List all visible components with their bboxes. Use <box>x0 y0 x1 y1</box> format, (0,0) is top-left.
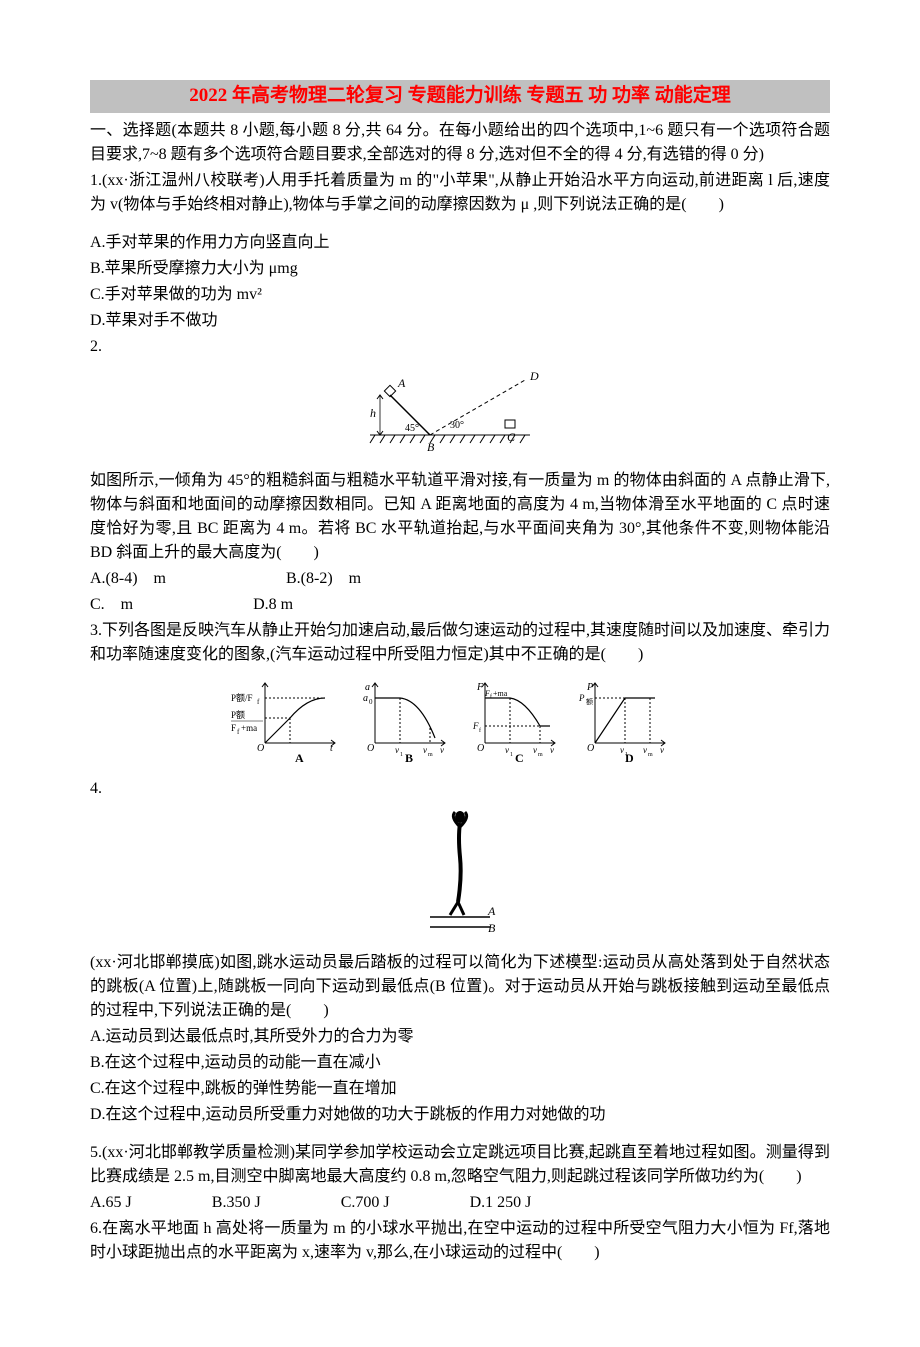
q4-stem: (xx·河北邯郸摸底)如图,跳水运动员最后踏板的过程可以简化为下述模型:运动员从… <box>90 951 830 1023</box>
q4-opt-b: B.在这个过程中,运动员的动能一直在减小 <box>90 1051 830 1075</box>
svg-text:m: m <box>648 752 653 758</box>
svg-text:P额/F: P额/F <box>231 692 253 703</box>
svg-text:P: P <box>586 682 593 693</box>
lbl-C: C <box>507 430 516 444</box>
svg-text:0: 0 <box>369 698 373 706</box>
svg-text:m: m <box>538 752 543 758</box>
svg-text:v: v <box>505 745 509 755</box>
svg-text:m: m <box>428 752 433 758</box>
svg-text:v: v <box>423 745 427 755</box>
svg-text:P额: P额 <box>231 709 245 720</box>
svg-text:F: F <box>231 723 236 733</box>
q3-figure: P额/Ff P额 Ff+ma O t A a a0 O v1 vm v B F … <box>90 673 830 771</box>
q1-opt-b: B.苹果所受摩擦力大小为 μmg <box>90 257 830 281</box>
q1-stem: 1.(xx·浙江温州八校联考)人用手托着质量为 m 的"小苹果",从静止开始沿水… <box>90 169 830 217</box>
svg-text:v: v <box>440 745 444 755</box>
svg-text:f: f <box>237 728 240 736</box>
q4-opt-a: A.运动员到达最低点时,其所受外力的合力为零 <box>90 1025 830 1049</box>
q5-opt-c: C.700 J <box>341 1191 390 1215</box>
lbl-30: 30° <box>450 420 464 431</box>
svg-text:F: F <box>476 682 484 693</box>
svg-text:v: v <box>395 745 399 755</box>
svg-text:f: f <box>257 698 260 706</box>
svg-text:a: a <box>365 682 370 693</box>
page-title: 2022 年高考物理二轮复习 专题能力训练 专题五 功 功率 动能定理 <box>90 80 830 113</box>
svg-text:v: v <box>660 745 664 755</box>
svg-text:t: t <box>330 743 333 754</box>
svg-text:v: v <box>620 745 624 755</box>
q3-stem: 3.下列各图是反映汽车从静止开始匀加速启动,最后做匀速运动的过程中,其速度随时间… <box>90 619 830 667</box>
q2-opt-a: A.(8-4) m <box>90 567 166 591</box>
svg-text:O: O <box>257 743 264 754</box>
svg-text:B: B <box>405 751 413 763</box>
q1-opt-c: C.手对苹果做的功为 mv² <box>90 283 830 307</box>
q2-opt-c: C. m <box>90 593 133 617</box>
q5-opt-b: B.350 J <box>212 1191 261 1215</box>
q4-opt-c: C.在这个过程中,跳板的弹性势能一直在增加 <box>90 1077 830 1101</box>
q2-opts-row1: A.(8-4) m B.(8-2) m <box>90 567 830 591</box>
q2-opt-d: D.8 m <box>253 593 293 617</box>
svg-text:O: O <box>477 743 484 754</box>
svg-text:1: 1 <box>400 752 403 758</box>
svg-text:O: O <box>587 743 594 754</box>
svg-text:P: P <box>578 693 585 703</box>
lbl-B: B <box>427 440 435 454</box>
q2-opt-b: B.(8-2) m <box>286 567 361 591</box>
lbl-A: A <box>397 376 406 390</box>
q2-opts-row2: C. m D.8 m <box>90 593 830 617</box>
svg-text:+ma: +ma <box>241 723 257 733</box>
svg-text:1: 1 <box>510 752 513 758</box>
svg-text:+ma: +ma <box>493 689 508 698</box>
q1-opt-d: D.苹果对手不做功 <box>90 309 830 333</box>
lbl-45: 45° <box>405 423 419 434</box>
svg-text:F: F <box>472 721 479 731</box>
q2-figure: A h 45° 30° B C D <box>90 365 830 463</box>
q5-opts: A.65 J B.350 J C.700 J D.1 250 J <box>90 1191 830 1215</box>
svg-text:v: v <box>643 745 647 755</box>
q6-stem: 6.在离水平地面 h 高处将一质量为 m 的小球水平抛出,在空中运动的过程中所受… <box>90 1217 830 1265</box>
svg-text:C: C <box>515 751 524 763</box>
q5-opt-d: D.1 250 J <box>470 1191 532 1215</box>
svg-text:D: D <box>625 751 634 763</box>
q4-opt-d: D.在这个过程中,运动员所受重力对她做的功大于跳板的作用力对她做的功 <box>90 1103 830 1127</box>
svg-text:额: 额 <box>586 697 593 706</box>
q2-stem: 如图所示,一倾角为 45°的粗糙斜面与粗糙水平轨道平滑对接,有一质量为 m 的物… <box>90 469 830 565</box>
q5-opt-a: A.65 J <box>90 1191 132 1215</box>
q4-lbl-B: B <box>488 921 496 935</box>
svg-text:v: v <box>550 745 554 755</box>
q4-figure: A B <box>90 807 830 945</box>
svg-text:A: A <box>295 751 304 763</box>
lbl-h: h <box>370 406 376 420</box>
svg-text:f: f <box>479 727 481 734</box>
section-intro: 一、选择题(本题共 8 小题,每小题 8 分,共 64 分。在每小题给出的四个选… <box>90 119 830 167</box>
q2-num: 2. <box>90 335 830 359</box>
svg-text:f: f <box>490 693 492 700</box>
q4-num: 4. <box>90 777 830 801</box>
svg-text:O: O <box>367 743 374 754</box>
svg-text:v: v <box>533 745 537 755</box>
lbl-D: D <box>529 369 539 383</box>
q4-lbl-A: A <box>487 904 496 918</box>
q1-opt-a: A.手对苹果的作用力方向竖直向上 <box>90 231 830 255</box>
svg-text:a: a <box>363 693 368 704</box>
q5-stem: 5.(xx·河北邯郸教学质量检测)某同学参加学校运动会立定跳远项目比赛,起跳直至… <box>90 1141 830 1189</box>
